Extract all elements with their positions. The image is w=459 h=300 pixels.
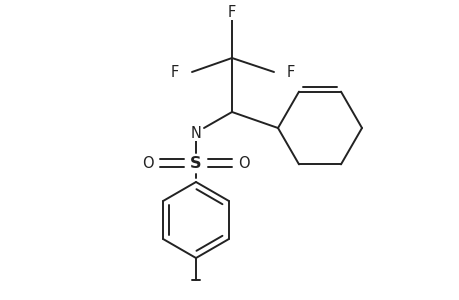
Text: F: F [227, 4, 235, 20]
Text: N: N [190, 125, 201, 140]
Text: F: F [170, 64, 179, 80]
Text: O: O [142, 155, 153, 170]
Text: O: O [238, 155, 249, 170]
Text: S: S [190, 155, 202, 170]
Text: F: F [286, 64, 295, 80]
